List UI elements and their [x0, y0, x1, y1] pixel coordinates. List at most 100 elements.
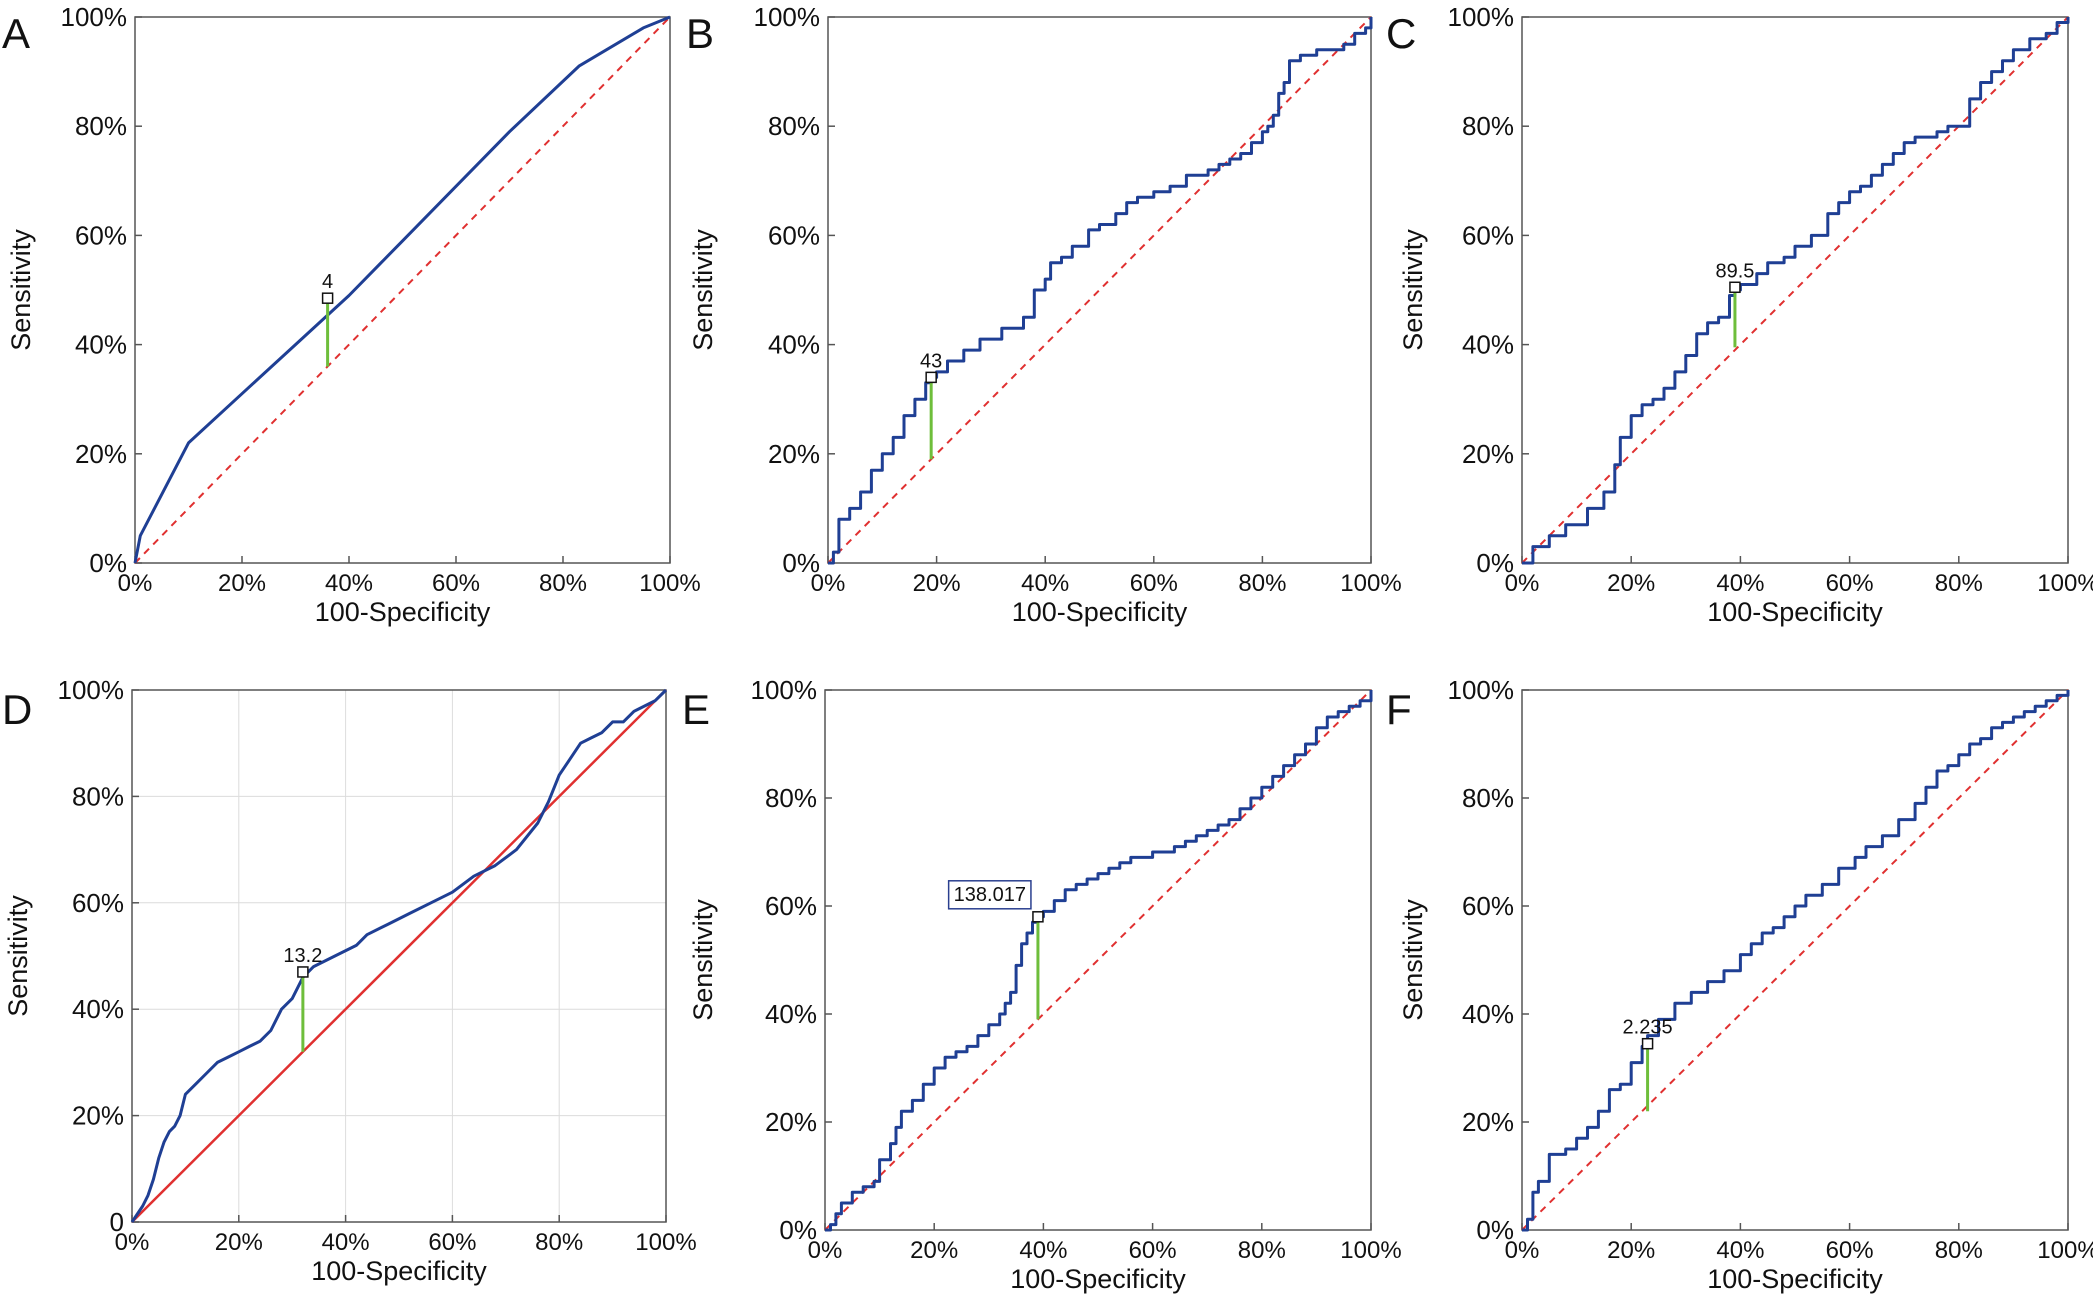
- x-tick-label: 80%: [1238, 1237, 1286, 1264]
- plot-frame: [827, 16, 1372, 564]
- roc-curve: [1522, 17, 2070, 565]
- cutoff-label: 2.235: [1623, 1017, 1673, 1039]
- y-axis-label: Sensitivity: [1398, 899, 1428, 1021]
- plot-frame: [1521, 16, 2069, 564]
- y-tick-label: 40%: [75, 330, 127, 360]
- roc-panel-c: C 0% 20% 40% 60% 80% 100% 0% 20% 40% 60% 80% 100% 100…: [1386, 2, 2093, 627]
- y-axis-label: Sensitivity: [688, 229, 718, 351]
- x-tick-label: 0%: [115, 1229, 150, 1256]
- y-axis-label: Sensitivity: [6, 229, 36, 351]
- y-tick-label: 40%: [768, 330, 820, 360]
- x-axis-label: 100-Specificity: [1707, 1264, 1883, 1294]
- cutoff-label-box: [947, 880, 1032, 910]
- y-tick-label: 0%: [1476, 548, 1514, 578]
- roc-panel-f: F 0% 20% 40% 60% 80% 100% 0% 20% 40% 60% 80% 100% 100…: [1386, 675, 2093, 1294]
- reference-diagonal: [1521, 16, 2069, 564]
- x-tick-label: 80%: [535, 1229, 583, 1256]
- x-tick-label: 80%: [1238, 570, 1286, 597]
- x-tick-label: 20%: [218, 570, 266, 597]
- x-tick-label: 0%: [1505, 570, 1540, 597]
- roc-curve: [825, 690, 1373, 1232]
- y-tick-label: 0%: [1476, 1215, 1514, 1245]
- y-tick-label: 0: [110, 1207, 124, 1237]
- y-axis-label: Sensitivity: [1398, 229, 1428, 351]
- x-axis-label: 100-Specificity: [1707, 597, 1883, 627]
- x-tick-label: 20%: [910, 1237, 958, 1264]
- y-tick-label: 80%: [1462, 783, 1514, 813]
- reference-diagonal: [827, 16, 1372, 564]
- plot-frame: [131, 689, 667, 1223]
- y-tick-label: 80%: [72, 781, 124, 811]
- x-axis-label: 100-Specificity: [311, 1256, 487, 1286]
- x-tick-label: 100%: [2037, 1237, 2093, 1264]
- cutoff-marker: [925, 371, 937, 384]
- x-tick-label: 0%: [811, 570, 846, 597]
- panel-letter: F: [1386, 686, 1412, 733]
- x-axis-label: 100-Specificity: [1012, 597, 1188, 627]
- plot-frame: [134, 16, 671, 564]
- y-tick-label: 40%: [72, 994, 124, 1024]
- x-tick-label: 40%: [325, 570, 373, 597]
- y-tick-label: 0%: [89, 548, 127, 578]
- x-axis-label: 100-Specificity: [315, 597, 491, 627]
- roc-curve: [828, 17, 1373, 565]
- x-tick-label: 20%: [1607, 570, 1655, 597]
- cutoff-marker: [1641, 1037, 1654, 1050]
- roc-curve: [1522, 690, 2070, 1232]
- reference-diagonal: [131, 689, 667, 1223]
- y-tick-label: 80%: [768, 111, 820, 141]
- roc-curve: [133, 15, 671, 564]
- x-tick-label: 20%: [1607, 1237, 1655, 1264]
- panel-letter: C: [1386, 10, 1416, 57]
- cutoff-label: 4: [322, 271, 333, 293]
- panel-letter: B: [686, 10, 714, 57]
- y-tick-label: 20%: [768, 439, 820, 469]
- y-tick-label: 80%: [75, 111, 127, 141]
- x-tick-label: 80%: [1935, 570, 1983, 597]
- y-tick-label: 60%: [765, 891, 817, 921]
- cutoff-label: 89.5: [1715, 260, 1754, 282]
- x-tick-label: 60%: [1129, 1237, 1177, 1264]
- x-tick-label: 80%: [1935, 1237, 1983, 1264]
- roc-panel-e: E 0% 20% 40% 60% 80% 100% 0% 20% 40% 60% 80% 100% 100…: [682, 675, 1402, 1294]
- cutoff-marker: [321, 292, 334, 304]
- y-tick-label: 100%: [754, 2, 821, 32]
- y-tick-label: 100%: [1448, 2, 1515, 32]
- x-tick-label: 20%: [215, 1229, 263, 1256]
- y-tick-label: 60%: [75, 220, 127, 250]
- cutoff-label: 43: [920, 350, 942, 372]
- y-tick-label: 100%: [61, 2, 128, 32]
- x-tick-label: 100%: [2037, 570, 2093, 597]
- y-tick-label: 60%: [768, 220, 820, 250]
- y-tick-label: 60%: [1462, 220, 1514, 250]
- y-tick-label: 60%: [1462, 891, 1514, 921]
- panel-letter: E: [682, 686, 710, 733]
- y-tick-label: 60%: [72, 888, 124, 918]
- x-tick-label: 40%: [322, 1229, 370, 1256]
- x-tick-label: 60%: [1826, 570, 1874, 597]
- cutoff-marker: [1729, 281, 1741, 294]
- roc-curve: [130, 688, 668, 1223]
- x-tick-label: 0%: [1505, 1237, 1540, 1264]
- y-tick-label: 100%: [1448, 675, 1515, 705]
- panel-letter: D: [2, 686, 32, 733]
- reference-diagonal: [824, 689, 1372, 1231]
- y-tick-label: 20%: [765, 1107, 817, 1137]
- x-tick-label: 60%: [432, 570, 480, 597]
- panel-letter: A: [2, 10, 30, 57]
- y-tick-label: 20%: [75, 439, 127, 469]
- x-tick-label: 60%: [1826, 1237, 1874, 1264]
- y-tick-label: 40%: [1462, 330, 1514, 360]
- x-tick-label: 20%: [913, 570, 961, 597]
- y-tick-label: 0%: [782, 548, 820, 578]
- cutoff-marker: [1032, 911, 1044, 923]
- x-tick-label: 100%: [1340, 570, 1401, 597]
- plot-frame: [824, 689, 1372, 1231]
- y-tick-label: 20%: [72, 1101, 124, 1131]
- y-tick-label: 100%: [58, 675, 125, 705]
- x-tick-label: 40%: [1716, 570, 1764, 597]
- y-axis-label: Sensitivity: [3, 895, 33, 1017]
- roc-panel-b: B 0% 20% 40% 60% 80% 100% 0% 20% 40% 60% 80% 100% 100…: [686, 2, 1402, 627]
- y-tick-label: 0%: [779, 1215, 817, 1245]
